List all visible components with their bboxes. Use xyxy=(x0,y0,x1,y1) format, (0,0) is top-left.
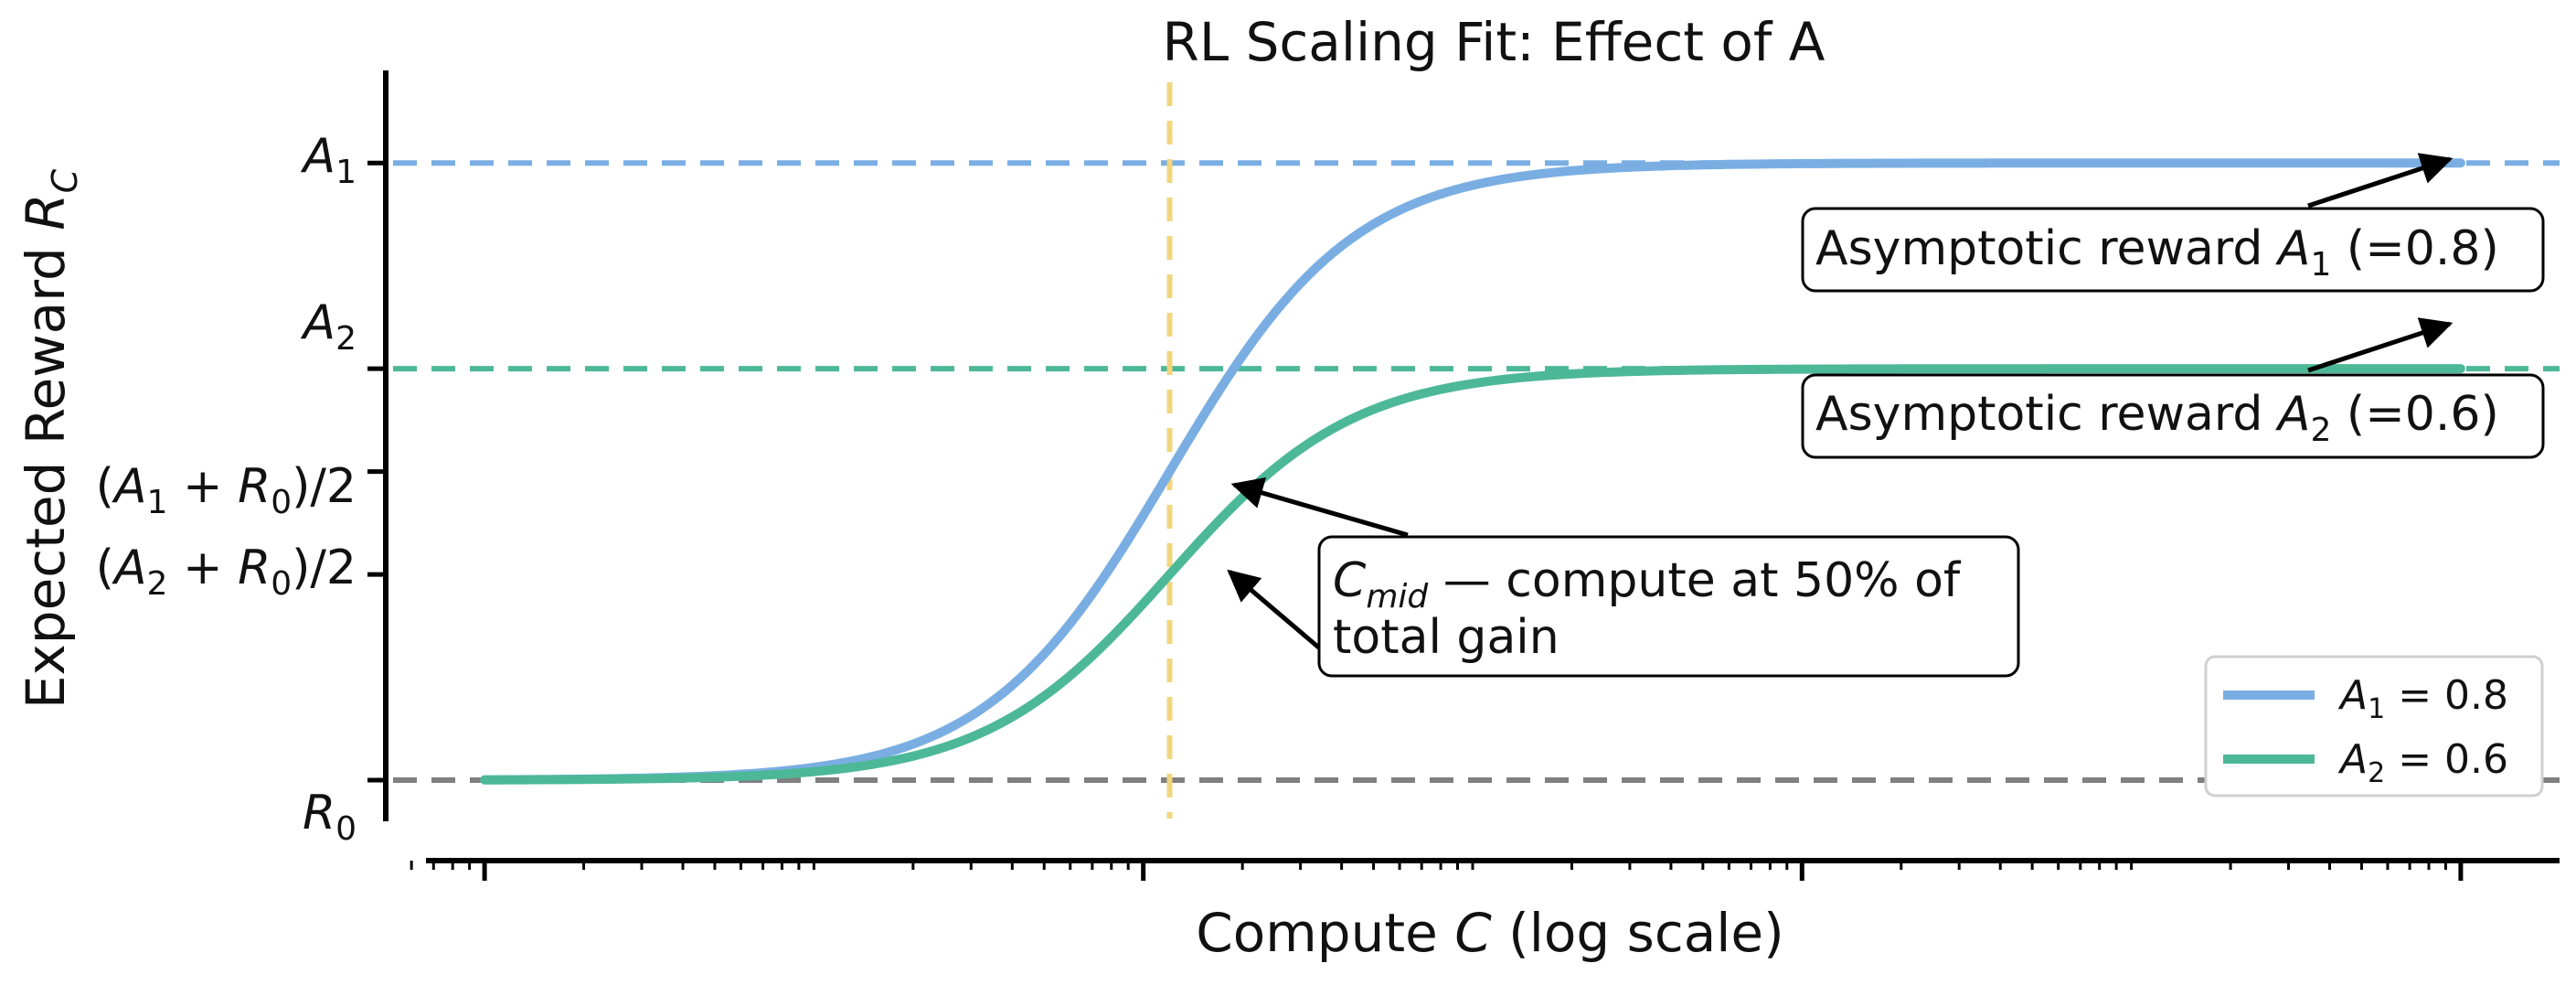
annotation-arrow-a2 xyxy=(2307,317,2454,373)
legend-label-a1: A1 = 0.8 xyxy=(2337,672,2508,725)
y-tick-label-a2: A2 xyxy=(301,295,357,358)
y-tick-label-r0: R0 xyxy=(303,786,357,848)
annotation-arrow-a1 xyxy=(2307,153,2454,209)
series-line-a2 xyxy=(480,364,2465,785)
y-axis-label: Expected Reward RC xyxy=(15,168,85,709)
annotation-arrow-cmid-a1 xyxy=(1230,476,1409,538)
svg-text:Cmid — compute at 50% of: Cmid — compute at 50% of xyxy=(1333,553,1962,616)
annotation-a2: Asymptotic reward A2 (=0.6) xyxy=(1801,373,2545,459)
y-ticks xyxy=(367,160,386,783)
annotation-c-mid: Cmid — compute at 50% of total gain xyxy=(1317,535,2020,678)
y-tick-label-mid-a1: (A1 + R0)/2 xyxy=(96,459,357,521)
annotation-a1: Asymptotic reward A1 (=0.8) xyxy=(1801,207,2545,293)
y-tick-label-mid-a2: (A2 + R0)/2 xyxy=(96,541,357,603)
legend-label-a2: A2 = 0.6 xyxy=(2337,736,2508,789)
annotation-arrow-cmid-a2 xyxy=(1227,569,1323,651)
svg-text:Asymptotic reward A1 (=0.8): Asymptotic reward A1 (=0.8) xyxy=(1815,221,2499,284)
y-tick-label-a1: A1 xyxy=(301,129,357,191)
chart-title: RL Scaling Fit: Effect of A xyxy=(1163,11,1826,73)
svg-text:Asymptotic reward A2 (=0.6): Asymptotic reward A2 (=0.6) xyxy=(1815,387,2499,449)
legend: A1 = 0.8 A2 = 0.6 xyxy=(2204,655,2544,798)
svg-text:total gain: total gain xyxy=(1333,610,1559,665)
x-axis-label: Compute C (log scale) xyxy=(1196,902,1783,964)
x-ticks xyxy=(410,861,2464,881)
